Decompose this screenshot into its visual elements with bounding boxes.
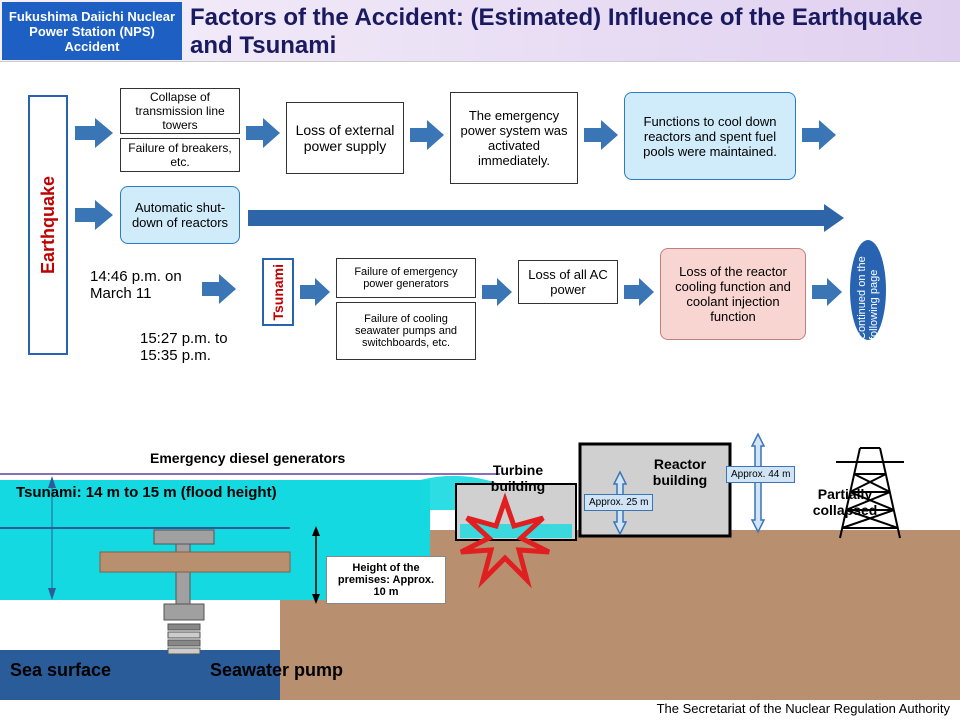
arrow-icon — [812, 278, 842, 306]
box-loss-ext: Loss of external power supply — [286, 102, 404, 174]
arrow-icon — [624, 278, 654, 306]
cross-section-svg — [0, 380, 960, 700]
header-badge: Fukushima Daiichi Nuclear Power Station … — [2, 2, 182, 60]
page-title: Factors of the Accident: (Estimated) Inf… — [190, 4, 960, 59]
continued-ellipse: Continued on the following page — [850, 240, 886, 340]
continued-text: Continued on the following page — [856, 240, 880, 340]
arrow-icon — [246, 118, 280, 148]
collapsed-label: Partially collapsed — [800, 486, 890, 518]
arrow-icon — [410, 120, 444, 150]
seawater-pump-label: Seawater pump — [210, 660, 343, 681]
footer-text: The Secretariat of the Nuclear Regulatio… — [657, 701, 950, 716]
long-arrow — [248, 204, 844, 232]
arrow-icon — [802, 120, 836, 150]
tsunami-label: Tsunami — [270, 264, 286, 321]
box-functions-maintained: Functions to cool down reactors and spen… — [624, 92, 796, 180]
arrow-icon — [300, 278, 330, 306]
box-fail-pumps: Failure of cooling seawater pumps and sw… — [336, 302, 476, 360]
edg-label: Emergency diesel generators — [150, 450, 345, 466]
approx25-badge: Approx. 25 m — [584, 494, 653, 511]
arrow-icon — [202, 274, 236, 304]
box-emergency-activated: The emergency power system was activated… — [450, 92, 578, 184]
box-collapse: Collapse of transmission line towers — [120, 88, 240, 134]
arrow-icon — [482, 278, 512, 306]
reactor-label: Reactor building — [640, 456, 720, 488]
earthquake-time: 14:46 p.m. on March 11 — [90, 268, 200, 302]
tsunami-height-label: Tsunami: 14 m to 15 m (flood height) — [16, 484, 277, 501]
earthquake-label: Earthquake — [38, 176, 59, 274]
box-loss-cooling: Loss of the reactor cooling function and… — [660, 248, 806, 340]
box-shutdown: Automatic shut-down of reactors — [120, 186, 240, 244]
premises-height-box: Height of the premises: Approx. 10 m — [326, 556, 446, 604]
earthquake-box: Earthquake — [28, 95, 68, 355]
sea-surface-label: Sea surface — [10, 660, 111, 681]
box-breakers: Failure of breakers, etc. — [120, 138, 240, 172]
tsunami-box: Tsunami — [262, 258, 294, 326]
box-loss-ac: Loss of all AC power — [518, 260, 618, 304]
arrow-icon — [75, 200, 113, 230]
tsunami-time: 15:27 p.m. to 15:35 p.m. — [140, 330, 260, 364]
turbine-label: Turbine building — [478, 462, 558, 494]
arrow-icon — [75, 118, 113, 148]
approx44-badge: Approx. 44 m — [726, 466, 795, 483]
box-fail-gen: Failure of emergency power generators — [336, 258, 476, 298]
arrow-icon — [584, 120, 618, 150]
